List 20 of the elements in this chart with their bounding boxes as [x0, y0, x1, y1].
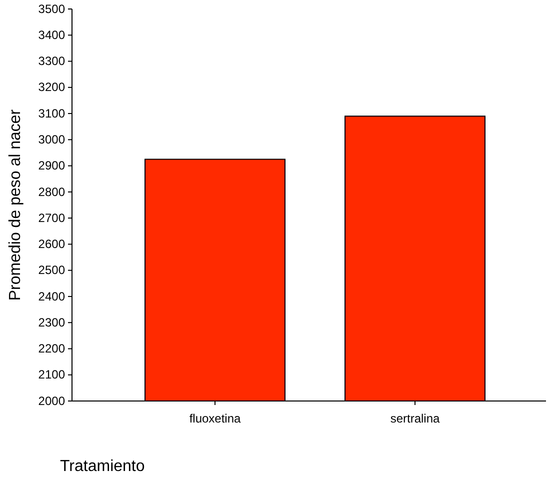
y-tick-label: 3500	[38, 2, 66, 16]
y-tick-label: 2000	[38, 394, 66, 408]
y-tick-label: 3100	[38, 106, 66, 120]
x-tick-label: sertralina	[390, 411, 440, 426]
y-tick-label: 2900	[38, 158, 66, 173]
y-tick-label: 2600	[38, 237, 66, 252]
y-tick-label: 2200	[38, 342, 66, 356]
y-tick-label: 3000	[38, 132, 66, 147]
y-tick-label: 3400	[38, 28, 66, 42]
y-tick-label: 2100	[38, 368, 66, 382]
y-tick-label: 2500	[38, 263, 66, 278]
x-axis-title: Tratamiento	[60, 458, 145, 475]
y-axis-title: Promedio de peso al nacer	[7, 108, 24, 301]
y-tick-label: 2400	[38, 289, 66, 304]
x-tick-label: fluoxetina	[189, 411, 242, 426]
y-tick-label: 2800	[38, 184, 66, 199]
y-tick-label: 2700	[38, 210, 66, 225]
y-tick-label: 2300	[38, 315, 66, 330]
y-tick-label: 3200	[38, 80, 66, 94]
y-tick-label: 3300	[38, 54, 66, 68]
